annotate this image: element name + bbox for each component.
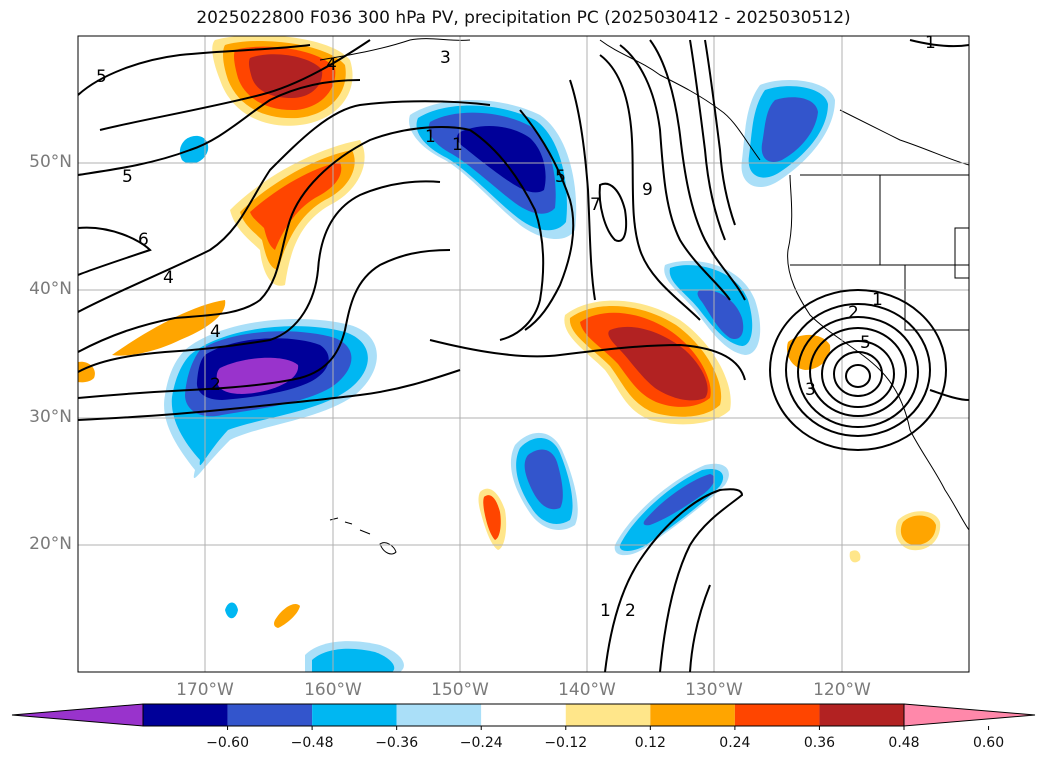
gridlines [78,36,969,672]
contour-label: 4 [326,55,337,75]
contour-label: 9 [642,180,653,200]
lon-label-170w: 170°W [176,680,234,700]
contour-label: 3 [805,380,816,400]
lat-label-50n: 50°N [29,152,72,172]
colorbar-segment [819,704,904,726]
colorbar-extend-low [11,703,144,727]
contour-label: 5 [122,167,133,187]
colorbar-segment [650,704,735,726]
colorbar-segment [565,704,651,726]
colorbar-tick-label: 0.60 [972,735,1005,751]
contour-label: 5 [555,167,566,187]
colorbar-frame [142,703,905,727]
lat-label-20n: 20°N [29,534,72,554]
lon-label-120w: 120°W [813,680,871,700]
colorbar-tick-label: −0.60 [206,735,249,751]
contour-label: 2 [210,375,221,395]
colorbar-tick-label: 0.12 [634,735,666,751]
lon-label-150w: 150°W [431,680,489,700]
colorbar-tick-label: −0.12 [544,735,588,751]
pv-contours [78,39,969,672]
coastlines [319,38,969,555]
colorbar [11,703,1036,730]
colorbar-tick-label: 0.36 [803,735,836,751]
colorbar-tick-label: −0.24 [459,735,503,751]
contour-label: 1 [452,135,463,155]
colorbar-tick-label: 0.48 [888,735,920,751]
colorbar-segment [227,704,313,726]
contour-label: 3 [440,48,451,68]
contour-label: 5 [860,333,871,353]
contour-label: 1 [872,290,883,310]
contour-label: 5 [96,67,107,87]
contour-label: 1 [600,601,611,621]
colorbar-segment [481,704,566,726]
map-title: 2025022800 F036 300 hPa PV, precipitatio… [196,8,851,28]
lon-label-140w: 140°W [558,680,616,700]
contour-label: 4 [163,268,174,288]
contour-label: 1 [925,33,936,53]
contour-labels: 5 5 6 4 4 2 1 1 5 7 9 3 4 1 2 5 3 1 2 1 [96,33,936,621]
contour-label: 7 [590,195,601,215]
colorbar-tick-label: −0.36 [375,735,419,751]
colorbar-segment [396,704,482,726]
lon-label-160w: 160°W [304,680,362,700]
lat-label-40n: 40°N [29,279,72,299]
contour-label: 1 [425,127,436,147]
colorbar-segment [312,704,397,726]
colorbar-extend-high [903,703,1036,727]
lon-label-130w: 130°W [685,680,743,700]
contour-label: 2 [848,303,859,323]
colorbar-segment [734,704,820,726]
colorbar-segment [143,704,228,726]
contour-label: 6 [138,230,149,250]
contour-label: 2 [625,601,636,621]
lat-label-30n: 30°N [29,407,72,427]
contour-label: 4 [210,322,221,342]
colorbar-tick-label: 0.24 [719,735,751,751]
map-plot: 5 5 6 4 4 2 1 1 5 7 9 3 4 1 2 5 3 1 2 1 [77,33,970,673]
colorbar-tick-label: −0.48 [290,735,334,751]
